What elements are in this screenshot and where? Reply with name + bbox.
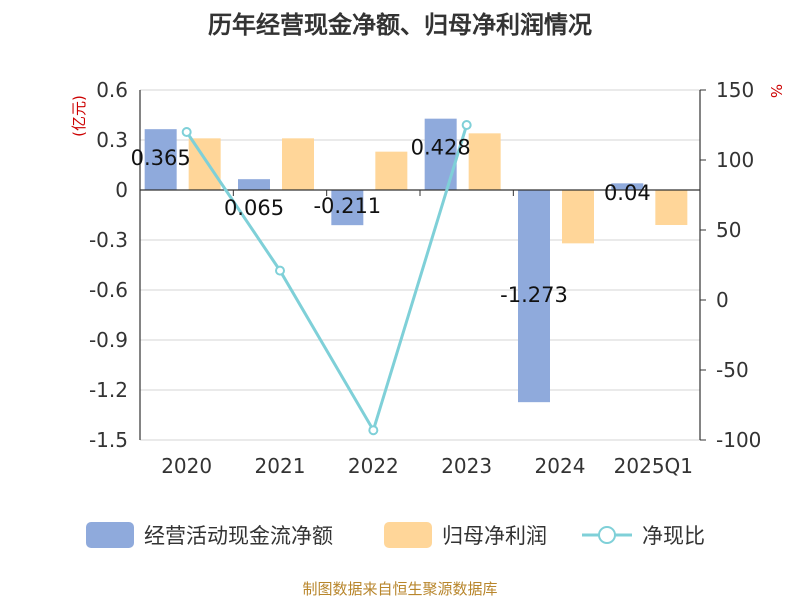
ratio-point [181, 127, 192, 137]
cashflow-bar [518, 190, 550, 403]
y-left-tick-label: -0.6 [89, 278, 128, 302]
data-label: 0.428 [411, 136, 471, 160]
x-tick-label: 2022 [348, 454, 399, 478]
cashflow-bar [331, 190, 364, 226]
x-tick-label: 2024 [535, 454, 586, 478]
left-axis-unit: (亿元) [70, 95, 88, 137]
y-left-tick-label: 0.3 [96, 128, 128, 152]
x-tick-label: 2023 [441, 454, 492, 478]
cashflow-bar [144, 129, 177, 190]
ratio-point [368, 425, 379, 436]
legend-label-net-profit: 归母净利润 [442, 524, 547, 548]
data-label: 0.065 [224, 196, 284, 220]
tick-labels: 0.6 0.3 0 -0.3 -0.6 -0.9 -1.2 -1.5 150 100 50 0 -50 -… [89, 78, 761, 478]
cashflow-bar [238, 179, 270, 190]
data-label: -0.211 [313, 194, 381, 218]
ratio-series-line [185, 124, 469, 434]
net-profit-bar [282, 138, 314, 190]
legend-label-cashflow: 经营活动现金流净额 [144, 524, 333, 548]
legend-label-ratio: 净现比 [642, 524, 705, 548]
net-profit-bar [468, 133, 501, 190]
y-left-tick-label: 0 [115, 178, 128, 202]
ratio-point [461, 120, 472, 130]
x-tick-label: 2021 [255, 454, 306, 478]
y-right-tick-label: 100 [716, 148, 754, 172]
legend-swatch-net-profit [384, 522, 432, 548]
y-right-tick-label: 0 [716, 288, 729, 312]
net-profit-bar [188, 138, 221, 190]
y-right-tick-label: -100 [716, 428, 761, 452]
data-label: 0.04 [604, 181, 651, 205]
x-tick-label: 2020 [161, 454, 212, 478]
legend: 经营活动现金流净额 归母净利润 净现比 [86, 522, 705, 548]
net-profit-bar [375, 151, 408, 190]
legend-swatch-cashflow [86, 522, 134, 548]
y-right-tick-label: -50 [716, 358, 749, 382]
x-tick-label: 2025Q1 [614, 454, 693, 478]
ratio-point [275, 265, 285, 276]
net-profit-bar [655, 190, 688, 225]
bars [144, 118, 688, 403]
chart-title: 历年经营现金净额、归母净利润情况 [208, 11, 592, 39]
axes [139, 89, 706, 441]
y-left-tick-label: 0.6 [96, 78, 128, 102]
data-label: -1.273 [500, 283, 568, 307]
data-label: 0.365 [131, 146, 191, 170]
data-labels: 0.365 0.065 -0.211 0.428 -1.273 0.04 [131, 136, 651, 307]
source-note: 制图数据来自恒生聚源数据库 [302, 580, 497, 598]
y-left-tick-label: -0.3 [89, 228, 128, 252]
cashflow-bar [611, 183, 644, 190]
y-right-tick-label: 150 [716, 78, 754, 102]
y-right-tick-label: 50 [716, 218, 741, 242]
y-left-tick-label: -1.2 [89, 378, 128, 402]
right-axis-unit: % [767, 84, 785, 98]
y-left-tick-label: -1.5 [89, 428, 128, 452]
y-left-tick-label: -0.9 [89, 328, 128, 352]
legend-marker-ratio [598, 526, 616, 544]
net-profit-bar [562, 190, 594, 244]
ratio-line [181, 120, 472, 436]
